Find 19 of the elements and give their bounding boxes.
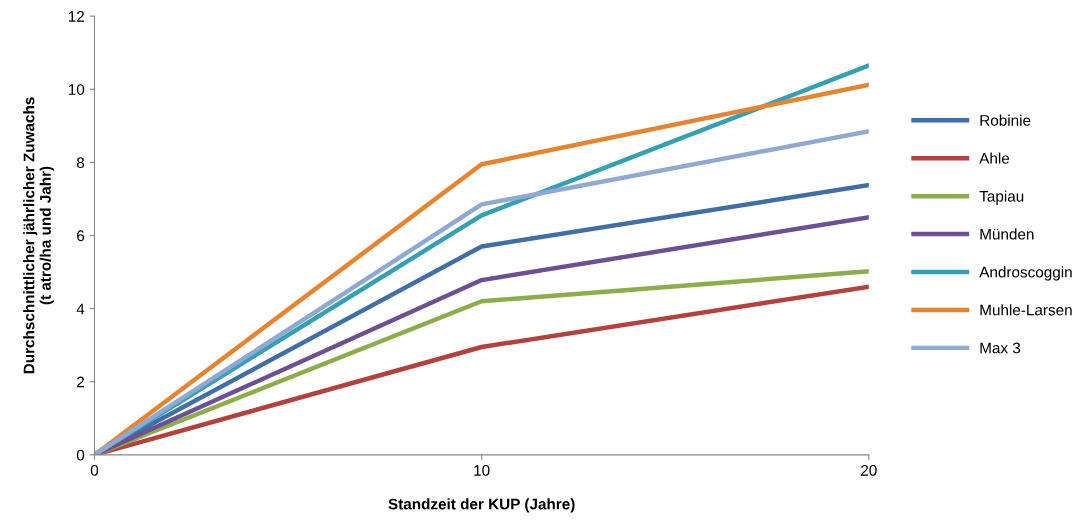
legend-label: Tapiau [979, 190, 1024, 205]
y-tick-label: 2 [77, 376, 84, 388]
x-axis-title: Standzeit der KUP (Jahre) [388, 498, 575, 513]
legend-label: Robinie [980, 114, 1031, 126]
y-tick-label: 8 [76, 157, 85, 169]
x-tick-label: 0 [90, 464, 99, 476]
y-tick-label: 12 [68, 11, 84, 22]
y-axis-title: Durchschnittlicher jährlicher Zuwachs (t atro/ha und Jahr) [23, 97, 54, 374]
legend-label: Max 3 [980, 342, 1021, 354]
y-tick-label: 0 [76, 449, 85, 461]
x-tick-label: 20 [861, 464, 877, 476]
y-tick-label: 6 [77, 230, 85, 242]
x-tick-label: 10 [474, 464, 490, 476]
y-tick-label: 10 [68, 84, 85, 95]
y-tick-label: 4 [76, 303, 85, 315]
legend-label: Androscoggin [979, 266, 1072, 281]
legend-label: Muhle-Larsen [980, 304, 1072, 316]
legend-label: Ahle [979, 152, 1010, 164]
legend-label: Münden [980, 228, 1034, 240]
